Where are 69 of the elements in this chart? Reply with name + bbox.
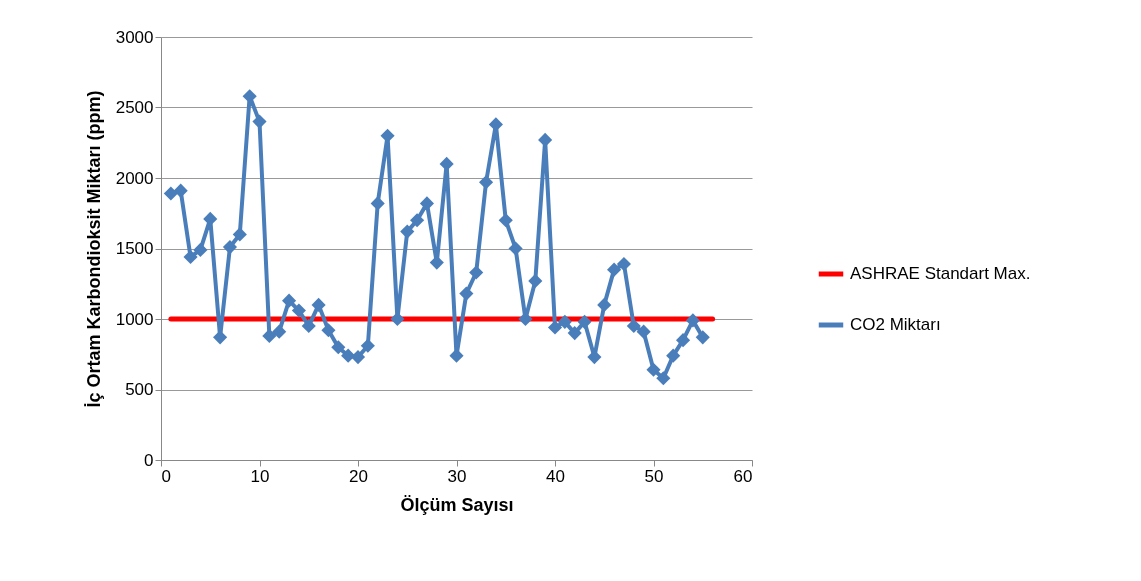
point — [262, 328, 277, 343]
point — [232, 227, 247, 242]
point — [331, 340, 346, 355]
point — [380, 128, 395, 143]
point — [478, 175, 494, 190]
y-tick-label: 1000 — [115, 309, 154, 329]
point — [350, 350, 366, 365]
point — [193, 242, 208, 257]
y-tick-label: 1500 — [115, 239, 154, 258]
point — [636, 324, 651, 339]
point — [528, 273, 543, 288]
point — [301, 318, 316, 334]
point — [695, 330, 710, 345]
point — [626, 318, 641, 334]
point — [173, 183, 188, 198]
point — [469, 265, 484, 280]
x-axis-title: Ölçüm Sayısı — [400, 494, 514, 515]
y-tick-label: 0 — [144, 450, 154, 470]
point — [567, 326, 582, 341]
point — [656, 371, 671, 386]
point — [577, 314, 592, 329]
point — [321, 323, 336, 338]
point — [666, 348, 681, 363]
point — [646, 362, 661, 377]
point — [508, 241, 523, 256]
point — [439, 156, 454, 171]
x-tick-label: 0 — [161, 466, 171, 486]
point — [291, 303, 306, 318]
point — [203, 211, 218, 226]
point — [449, 348, 464, 363]
y-axis-title: İç Ortam Karbondioksit Miktarı (ppm) — [83, 90, 104, 408]
y-tick-label: 2500 — [115, 98, 154, 117]
point — [587, 350, 602, 365]
point — [429, 255, 444, 270]
x-tick-label: 40 — [546, 466, 565, 486]
point — [311, 297, 326, 312]
x-tick-label: 50 — [644, 466, 664, 486]
x-tick-label: 10 — [250, 466, 270, 486]
x-tick-label: 60 — [733, 466, 753, 486]
point — [557, 314, 572, 329]
point — [400, 224, 415, 239]
point — [597, 297, 612, 312]
point — [360, 338, 375, 353]
point — [272, 324, 287, 339]
point — [252, 114, 267, 129]
point — [183, 249, 198, 265]
y-tick-label: 2000 — [115, 168, 154, 188]
point — [675, 333, 691, 348]
point — [547, 320, 563, 335]
point — [459, 286, 474, 301]
point — [370, 196, 385, 211]
y-tick-label: 3000 — [115, 27, 154, 47]
point — [498, 213, 513, 228]
legend-label: CO2 Miktarı — [850, 315, 941, 334]
legend-label: ASHRAE Standart Max. — [850, 264, 1031, 283]
point — [685, 313, 700, 328]
point — [242, 89, 257, 104]
point — [607, 262, 622, 277]
y-tick-label: 500 — [125, 380, 154, 399]
point — [222, 240, 238, 255]
point — [538, 132, 553, 147]
point — [281, 293, 297, 308]
point — [213, 330, 228, 345]
point — [410, 213, 425, 228]
point — [163, 186, 178, 201]
point — [616, 256, 632, 272]
point — [488, 117, 503, 132]
x-tick-label: 30 — [447, 466, 467, 486]
x-tick-label: 20 — [349, 466, 368, 486]
